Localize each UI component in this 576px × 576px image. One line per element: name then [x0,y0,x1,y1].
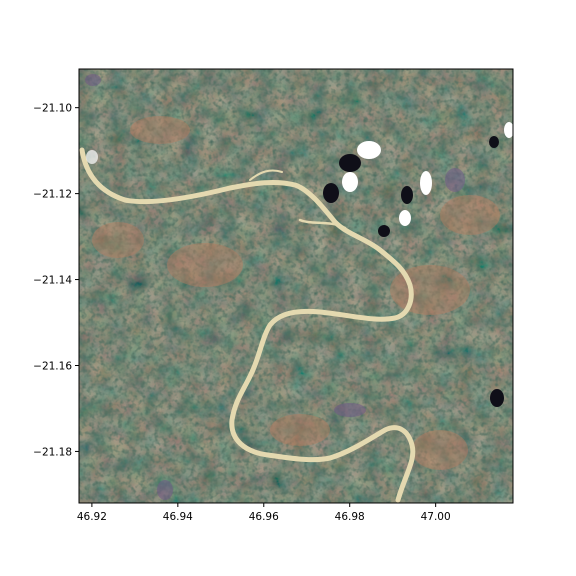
purple-patches [85,74,465,500]
plot-frame [78,68,514,504]
clouds [86,122,513,226]
x-tick-label: 46.98 [335,511,365,523]
y-axis: −21.10 −21.12 −21.14 −21.16 −21.18 [33,103,79,458]
y-tick-label: −21.12 [33,189,72,201]
x-axis: 46.92 46.94 46.96 46.98 47.00 [77,503,451,523]
x-tick-label: 46.92 [77,511,107,523]
y-tick-label: −21.18 [33,446,72,458]
x-tick-label: 46.94 [163,511,193,523]
x-tick-label: 47.00 [421,511,451,523]
cloud-shadows [323,136,504,407]
satellite-image [79,69,513,503]
x-tick-label: 46.96 [249,511,279,523]
y-tick-label: −21.16 [33,360,72,372]
y-tick-label: −21.10 [33,103,72,115]
river-channel [79,147,416,503]
y-tick-label: −21.14 [33,275,72,287]
